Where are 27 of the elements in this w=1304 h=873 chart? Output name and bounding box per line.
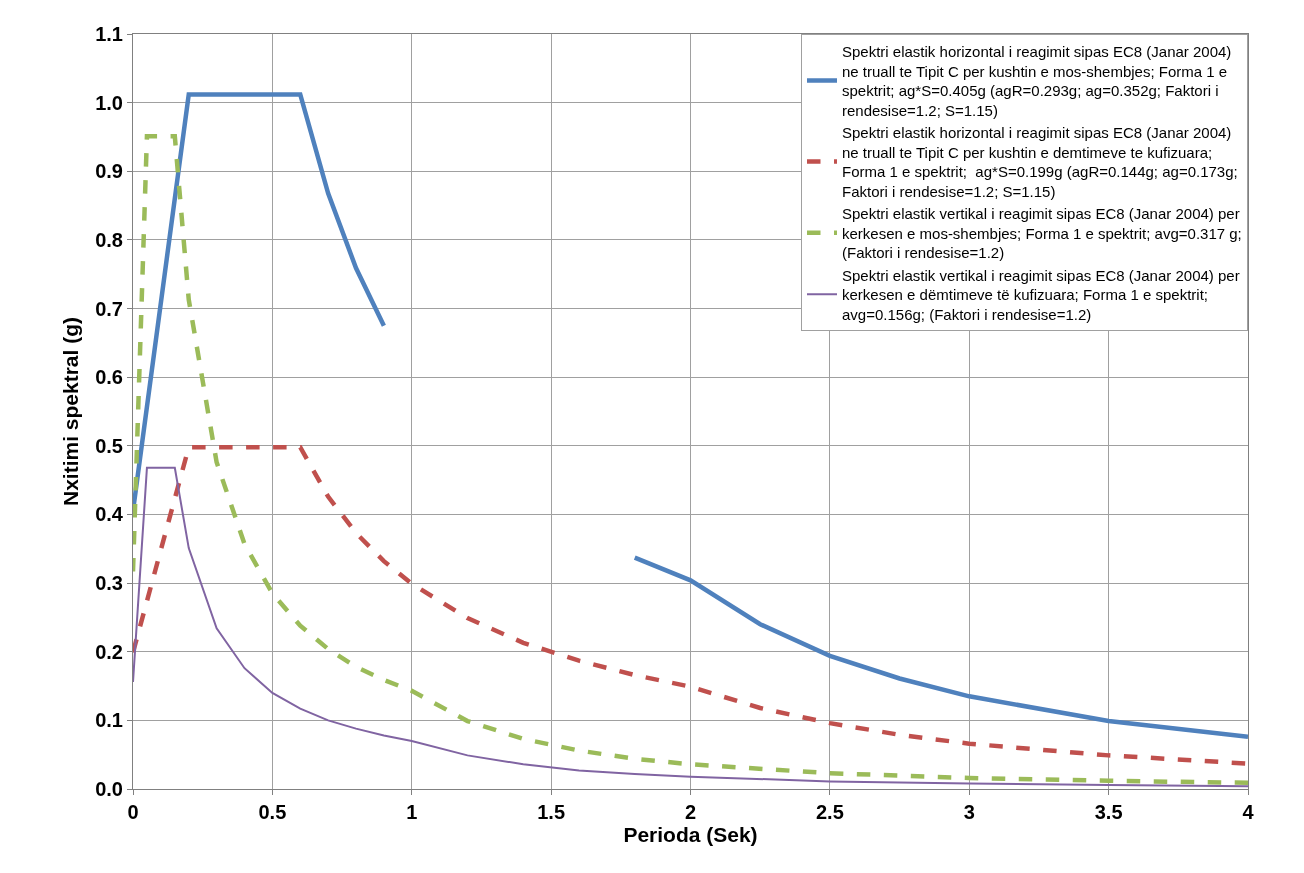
x-tick-label: 2: [684, 801, 697, 823]
y-tick-label: 1.1: [95, 23, 123, 45]
x-axis-title: Perioda (Sek): [623, 823, 758, 846]
x-tick-label: 1: [406, 801, 418, 823]
y-tick-label: 0.0: [95, 778, 123, 800]
legend-label: Spektri elastik horizontal i reagimit sipas EC8 (Janar 2004) ne truall te Tipit C per kushtin e demtimeve te kufizuara; Forma 1 e spektrit; ag*S=0.199g (agR=0.144g; ag=0.173g; Faktori i rendesise=1.2; S=1.15): [842, 124, 1238, 200]
y-tick-label: 0.4: [95, 503, 124, 526]
legend-label: Spektri elastik vertikal i reagimit sipas EC8 (Janar 2004) per kerkesen e mos-shembjes; Forma 1 e spektrit; avg=0.317 g; (Faktori i rendesise=1.2): [842, 205, 1242, 262]
x-tick-label: 0.5: [258, 801, 287, 823]
x-tick-label: 4: [1242, 801, 1255, 823]
y-tick-label: 0.6: [95, 366, 123, 389]
y-tick-label: 0.9: [95, 160, 123, 183]
x-tick-label: 2.5: [815, 801, 844, 823]
y-tick-label: 0.1: [95, 709, 123, 732]
y-tick-label: 0.5: [95, 434, 123, 457]
x-tick-label: 0: [127, 801, 139, 823]
x-tick-label: 1.5: [537, 801, 566, 823]
y-axis-title: Nxitimi spektral (g): [59, 316, 83, 507]
y-tick-label: 0.3: [95, 572, 123, 595]
legend-label: Spektri elastik horizontal i reagimit sipas EC8 (Janar 2004) ne truall te Tipit C per kushtin e mos-shembjes; Forma 1 e spektrit; ag*S=0.405g (agR=0.293g; ag=0.352g; Faktori i rendesise=1.2; S=1.15): [842, 43, 1232, 119]
y-tick-label: 0.2: [95, 640, 123, 663]
legend-label: Spektri elastik vertikal i reagimit sipas EC8 (Janar 2004) per kerkesen e dëmtimeve të kufizuara; Forma 1 e spektrit; avg=0.156g; (Faktori i rendesise=1.2): [842, 266, 1240, 323]
x-tick-label: 3: [963, 801, 975, 823]
y-tick-label: 1.0: [95, 91, 123, 114]
x-tick-label: 3.5: [1094, 801, 1123, 823]
y-tick-label: 0.8: [95, 228, 123, 251]
y-tick-label: 0.7: [95, 297, 123, 320]
